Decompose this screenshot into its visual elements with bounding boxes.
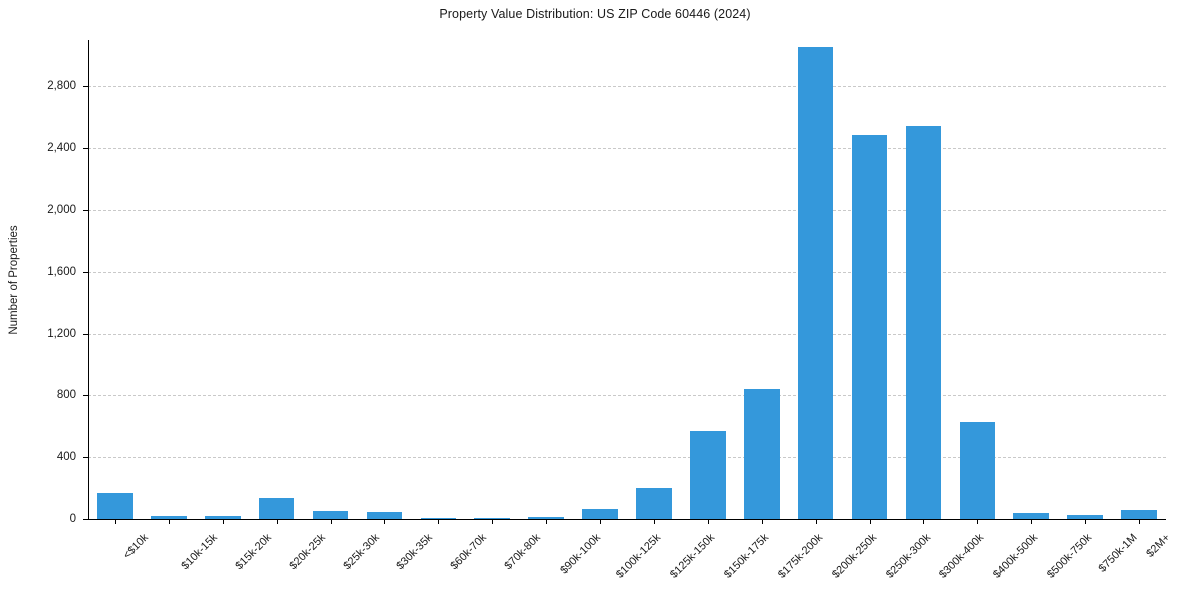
x-axis-tick-mark bbox=[1139, 519, 1141, 524]
x-axis-tick-labels: <$10k $10k-15k $15k-20k $20k-25k $25k-30k $30… bbox=[0, 526, 1190, 590]
x-axis-tick-label: $90k-100k bbox=[558, 531, 604, 577]
y-axis-tick-mark bbox=[83, 333, 88, 335]
y-axis-tick-mark bbox=[83, 395, 88, 397]
x-axis-tick-label: $150k-175k bbox=[721, 531, 772, 581]
bar bbox=[1013, 512, 1050, 519]
y-axis-tick-label: 1,200 bbox=[47, 327, 76, 340]
x-axis-tick-label: $750k-1M bbox=[1096, 531, 1140, 575]
x-axis-tick-label: $250k-300k bbox=[883, 531, 933, 581]
x-axis-tick-mark bbox=[546, 519, 548, 524]
x-axis-tick-mark bbox=[330, 519, 332, 524]
x-axis-tick-label: $300k-400k bbox=[937, 531, 987, 581]
x-axis-tick-label: $15k-20k bbox=[233, 531, 274, 573]
chart-title: Property Value Distribution: US ZIP Code… bbox=[439, 7, 751, 21]
x-axis-tick-mark bbox=[114, 519, 116, 524]
bar bbox=[528, 516, 564, 519]
bar bbox=[366, 512, 403, 519]
bar bbox=[474, 517, 511, 519]
bar bbox=[636, 487, 672, 519]
x-axis-tick-label: $200k-250k bbox=[829, 531, 879, 581]
x-axis-tick-label: $70k-80k bbox=[502, 531, 544, 573]
bar bbox=[905, 125, 942, 519]
x-axis-tick-mark bbox=[492, 519, 494, 524]
x-axis-tick-mark bbox=[600, 519, 602, 524]
bar bbox=[258, 498, 295, 519]
y-axis-tick-mark bbox=[83, 209, 88, 211]
bar bbox=[851, 134, 888, 519]
bar bbox=[1121, 510, 1157, 519]
bar bbox=[151, 516, 187, 519]
y-axis-tick-label: 0 bbox=[69, 513, 76, 525]
bar bbox=[97, 493, 133, 519]
x-axis-tick-mark bbox=[653, 519, 655, 524]
y-axis-tick-mark bbox=[83, 148, 88, 150]
plot-area bbox=[88, 40, 1166, 519]
y-axis-tick-label: 400 bbox=[56, 451, 76, 464]
x-axis-tick-mark bbox=[923, 519, 925, 524]
x-axis-tick-mark bbox=[815, 519, 817, 524]
x-axis-tick-mark bbox=[1031, 519, 1033, 524]
x-axis-tick-label: $125k-150k bbox=[667, 531, 718, 581]
y-axis-tick-mark bbox=[83, 457, 88, 459]
y-axis-tick-label: 1,600 bbox=[47, 265, 76, 278]
y-axis-tick-labels: 0 400 800 1,200 1,600 2,000 2,400 2,800 bbox=[0, 0, 88, 590]
x-axis-tick-mark bbox=[1085, 519, 1087, 524]
x-axis-tick-label: $10k-15k bbox=[179, 531, 220, 573]
y-axis-tick-label: 2,400 bbox=[47, 142, 76, 155]
y-axis-line bbox=[88, 40, 89, 519]
x-axis-tick-label: <$10k bbox=[120, 531, 151, 562]
bar bbox=[797, 46, 834, 519]
y-axis-tick-mark bbox=[83, 519, 88, 520]
x-axis-tick-marks bbox=[0, 519, 1190, 527]
y-axis-tick-label: 2,800 bbox=[47, 80, 76, 93]
bar-series bbox=[88, 40, 1166, 519]
bar bbox=[204, 515, 241, 519]
x-axis-tick-label: $20k-25k bbox=[287, 531, 328, 573]
x-axis-tick-label: $500k-750k bbox=[1045, 531, 1095, 581]
y-axis-tick-label: 2,000 bbox=[47, 203, 76, 216]
bar bbox=[743, 388, 780, 519]
x-axis-tick-mark bbox=[707, 519, 709, 524]
x-axis-tick-label: $400k-500k bbox=[991, 531, 1041, 581]
x-axis-tick-label: $2M+ bbox=[1144, 531, 1173, 560]
x-axis-tick-label: $175k-200k bbox=[775, 531, 825, 581]
x-axis-tick-mark bbox=[761, 519, 763, 524]
x-axis-tick-label: $60k-70k bbox=[448, 531, 490, 573]
x-axis-line bbox=[88, 519, 1166, 520]
x-axis-tick-mark bbox=[222, 519, 224, 524]
y-axis-tick-mark bbox=[83, 86, 88, 88]
x-axis-tick-mark bbox=[977, 519, 979, 524]
x-axis-tick-mark bbox=[384, 519, 386, 524]
x-axis-tick-label: $25k-30k bbox=[340, 531, 382, 573]
x-axis-tick-mark bbox=[168, 519, 170, 524]
x-axis-tick-mark bbox=[438, 519, 440, 524]
x-axis-tick-label: $100k-125k bbox=[614, 531, 664, 581]
bar bbox=[420, 517, 457, 519]
x-axis-tick-mark bbox=[869, 519, 871, 524]
bar bbox=[312, 510, 349, 519]
y-axis-tick-label: 800 bbox=[56, 389, 76, 402]
x-axis-tick-mark bbox=[276, 519, 278, 524]
bar bbox=[582, 509, 618, 519]
bar bbox=[1067, 515, 1103, 519]
bar bbox=[690, 431, 726, 519]
y-axis-tick-mark bbox=[83, 271, 88, 273]
bar bbox=[959, 421, 996, 519]
x-axis-tick-label: $30k-35k bbox=[394, 531, 436, 573]
